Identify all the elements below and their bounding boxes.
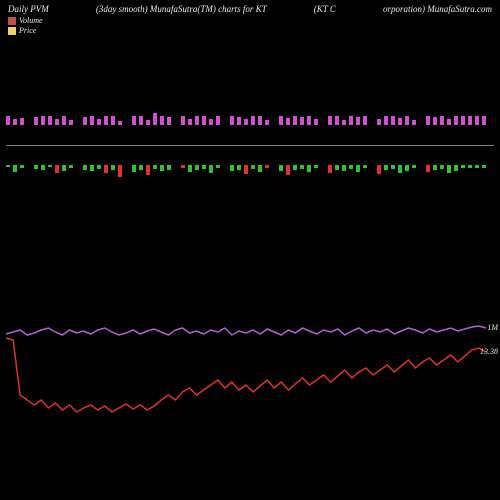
chart-area: 1M 13.38 xyxy=(0,0,500,500)
price_line xyxy=(6,338,486,412)
line-chart xyxy=(0,0,500,500)
volume_line xyxy=(6,326,486,335)
axis-label-price: 13.38 xyxy=(480,347,498,356)
axis-label-volume: 1M xyxy=(487,323,498,332)
